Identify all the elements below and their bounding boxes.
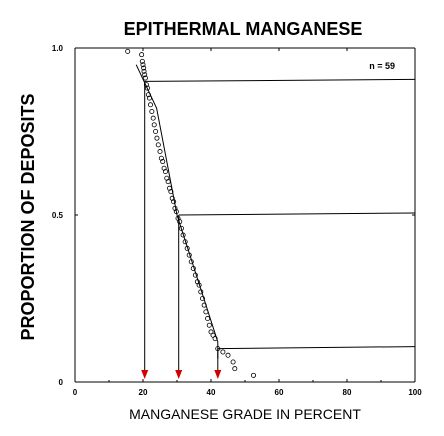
percentile-horizontal-line: [217, 346, 416, 350]
data-point: [198, 289, 204, 295]
data-point: [173, 209, 179, 215]
data-point: [212, 336, 218, 342]
data-point: [149, 108, 155, 114]
percentile-horizontal-line: [178, 212, 416, 216]
percentile-arrow: [141, 370, 149, 379]
data-point: [201, 302, 207, 308]
x-ticks: 0 20 40 60 80 100: [73, 48, 422, 397]
data-point: [142, 75, 148, 81]
data-point: [154, 135, 160, 141]
data-point: [141, 68, 147, 74]
data-point: [165, 179, 171, 185]
data-point: [168, 189, 174, 195]
x-tick-label: 20: [139, 388, 148, 397]
data-point: [146, 95, 152, 101]
data-point: [139, 52, 145, 58]
data-point: [188, 259, 194, 265]
data-point: [153, 128, 159, 134]
x-tick-label: 80: [343, 388, 352, 397]
data-point: [177, 219, 183, 225]
y-ticks: 0 0.5 1.0: [52, 44, 415, 387]
percentile-arrow: [214, 370, 222, 379]
data-point: [230, 359, 236, 365]
data-point: [192, 272, 198, 278]
y-axis-label: PROPORTION OF DEPOSITS: [18, 93, 38, 340]
chart-title: EPITHERMAL MANGANESE: [124, 19, 363, 39]
data-point: [160, 159, 166, 165]
data-point: [142, 72, 148, 78]
x-tick-label: 0: [73, 388, 78, 397]
data-point: [155, 142, 161, 148]
data-point: [143, 82, 149, 88]
data-point: [196, 282, 202, 288]
data-point: [205, 316, 211, 322]
data-point: [203, 309, 209, 315]
data-point: [180, 232, 186, 238]
data-point: [141, 65, 147, 71]
data-point: [206, 322, 212, 328]
x-tick-label: 100: [408, 388, 422, 397]
data-point: [171, 199, 177, 205]
data-point: [147, 102, 153, 108]
data-points: [125, 48, 256, 378]
data-point: [178, 225, 184, 231]
percentile-horizontal-line: [144, 78, 416, 82]
y-tick-label: 1.0: [52, 44, 64, 53]
x-tick-label: 40: [207, 388, 216, 397]
y-tick-label: 0.5: [52, 211, 64, 220]
data-point: [182, 239, 188, 245]
data-point: [225, 352, 231, 358]
fit-line: [135, 64, 219, 359]
data-point: [184, 245, 190, 251]
data-point: [139, 58, 145, 64]
n-annotation: n = 59: [369, 61, 395, 71]
plot-area: [74, 47, 416, 383]
percentile-arrow: [175, 370, 183, 379]
x-axis-label: MANGANESE GRADE IN PERCENT: [129, 406, 361, 422]
data-point: [186, 252, 192, 258]
y-tick-label: 0: [59, 378, 64, 387]
data-point: [140, 62, 146, 68]
data-point: [215, 346, 221, 352]
data-point: [190, 265, 196, 271]
data-point: [125, 48, 131, 54]
data-point: [145, 92, 151, 98]
x-tick-label: 60: [275, 388, 284, 397]
data-point: [150, 115, 156, 121]
data-point: [199, 295, 205, 301]
data-point: [162, 169, 168, 175]
data-point: [151, 122, 157, 128]
data-point: [157, 149, 163, 155]
data-point: [232, 366, 238, 372]
data-point: [250, 372, 256, 378]
percentile-lines: [141, 78, 416, 379]
data-point: [144, 85, 150, 91]
data-point: [220, 349, 226, 355]
